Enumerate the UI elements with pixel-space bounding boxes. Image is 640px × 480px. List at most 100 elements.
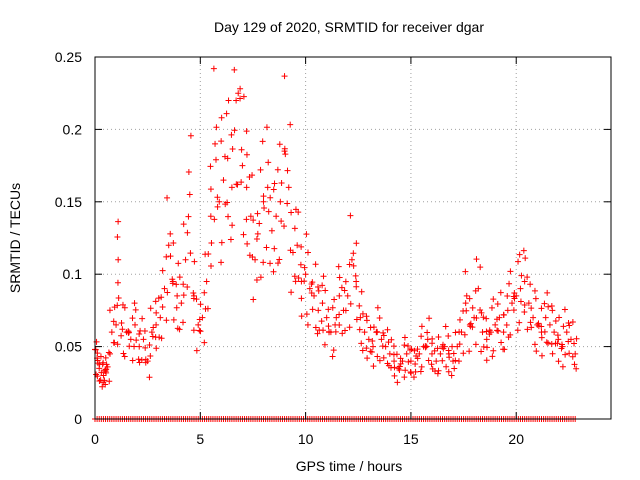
data-point xyxy=(259,138,266,145)
data-point xyxy=(533,348,540,355)
data-point xyxy=(182,256,189,263)
data-point xyxy=(450,350,457,357)
data-point xyxy=(445,347,452,354)
data-point xyxy=(541,328,548,335)
data-point xyxy=(302,271,309,278)
data-point xyxy=(359,347,366,354)
data-point xyxy=(126,329,133,336)
data-point xyxy=(460,350,467,357)
data-point xyxy=(228,131,235,138)
data-point xyxy=(309,306,316,313)
data-point xyxy=(165,242,172,249)
data-point xyxy=(490,296,497,303)
data-point xyxy=(448,372,455,379)
data-point xyxy=(527,319,534,326)
data-point xyxy=(353,316,360,323)
data-point xyxy=(147,305,154,312)
data-point xyxy=(210,65,217,72)
data-point xyxy=(176,326,183,333)
data-point xyxy=(418,333,425,340)
data-point xyxy=(284,167,291,174)
data-point xyxy=(193,347,200,354)
data-point xyxy=(267,260,274,267)
data-point xyxy=(180,292,187,299)
data-point xyxy=(127,336,134,343)
data-point xyxy=(405,358,412,365)
data-point xyxy=(514,327,521,334)
data-point xyxy=(214,194,221,201)
data-point xyxy=(414,355,421,362)
data-point xyxy=(271,180,278,187)
data-point xyxy=(516,251,523,258)
data-point xyxy=(497,289,504,296)
data-point xyxy=(426,315,433,322)
data-point xyxy=(163,253,170,260)
data-point xyxy=(524,274,531,281)
data-point xyxy=(455,358,462,365)
data-point xyxy=(562,351,569,358)
data-point xyxy=(469,304,476,311)
data-point xyxy=(551,329,558,336)
data-point xyxy=(498,339,505,346)
data-point xyxy=(446,354,453,361)
y-tick-label: 0 xyxy=(74,411,82,427)
data-point xyxy=(322,287,329,294)
data-point xyxy=(292,278,299,285)
data-point xyxy=(106,378,113,385)
data-point xyxy=(250,217,257,224)
data-point xyxy=(257,166,264,173)
data-point xyxy=(170,316,177,323)
data-point xyxy=(548,302,555,309)
data-point xyxy=(500,311,507,318)
data-point xyxy=(364,355,371,362)
data-point xyxy=(556,314,563,321)
data-point xyxy=(329,353,336,360)
data-point xyxy=(478,348,485,355)
data-point xyxy=(97,353,104,360)
data-point xyxy=(370,343,377,350)
data-point xyxy=(108,329,115,336)
data-point xyxy=(515,258,522,265)
data-point xyxy=(434,370,441,377)
data-point xyxy=(174,292,181,299)
data-point xyxy=(138,356,145,363)
data-point xyxy=(554,340,561,347)
data-point xyxy=(295,275,302,282)
data-point xyxy=(456,316,463,323)
data-point xyxy=(325,329,332,336)
data-point xyxy=(249,172,256,179)
data-point xyxy=(96,377,103,384)
data-point xyxy=(298,243,305,250)
data-point xyxy=(101,377,108,384)
data-point xyxy=(488,304,495,311)
data-point xyxy=(573,365,580,372)
data-point xyxy=(312,261,319,268)
data-point xyxy=(140,336,147,343)
data-point xyxy=(284,200,291,207)
x-tick-label: 0 xyxy=(91,431,99,447)
data-point xyxy=(350,262,357,269)
data-point xyxy=(501,346,508,353)
data-point xyxy=(185,168,192,175)
data-point xyxy=(129,357,136,364)
data-point xyxy=(115,218,122,225)
data-point xyxy=(342,327,348,334)
data-point xyxy=(289,249,296,256)
data-point xyxy=(146,341,153,348)
data-point xyxy=(483,357,490,364)
data-point xyxy=(304,249,311,256)
data-point xyxy=(223,110,230,117)
data-point xyxy=(253,277,260,284)
data-point xyxy=(483,328,490,335)
data-point xyxy=(466,295,473,302)
data-point xyxy=(572,350,579,357)
data-point xyxy=(483,336,490,343)
data-point xyxy=(175,260,182,267)
data-point xyxy=(176,274,183,281)
data-point xyxy=(431,347,438,354)
data-point xyxy=(136,331,143,338)
data-point xyxy=(353,283,360,290)
data-point xyxy=(170,239,177,246)
data-point xyxy=(314,330,321,337)
data-point xyxy=(548,340,555,347)
